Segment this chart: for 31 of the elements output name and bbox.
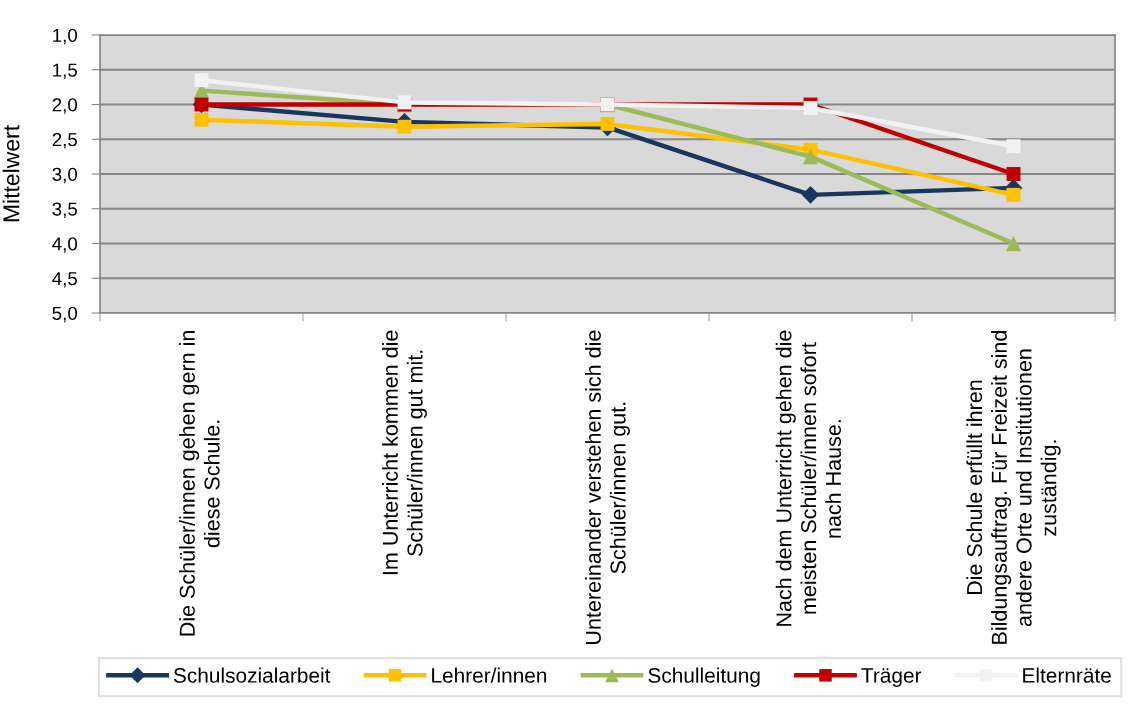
legend-label: Elternräte — [1023, 667, 1111, 683]
x-tick-label: Die Schule erfüllt ihren Bildungsauftrag. Für Freizeit sind andere Orte und Institutionen zuständig. — [966, 331, 1061, 644]
y-tick-label: 1,0 — [53, 28, 78, 45]
point — [397, 119, 412, 134]
y-tick-label: 3,0 — [52, 167, 78, 184]
legend-label: Träger — [861, 668, 922, 687]
y-tick-label: 4,5 — [52, 272, 77, 288]
point — [194, 112, 209, 127]
y-tick-label: 2,5 — [52, 132, 77, 149]
x-tick-label: Im Unterricht kommen die Schüler/innen gut mit. — [382, 330, 427, 575]
point — [1005, 235, 1022, 252]
point — [802, 148, 819, 165]
legend-label: Schulsozialarbeit — [173, 667, 331, 683]
point — [1006, 187, 1021, 202]
x-tick-label: Die Schüler/innen gehen gern in diese Schule. — [179, 331, 220, 636]
y-tick-label: 3,5 — [52, 202, 77, 218]
point — [1006, 139, 1021, 154]
y-tick-label: 1,5 — [53, 63, 77, 79]
y-tick-label: 5,0 — [52, 306, 78, 323]
legend-label: Schulleitung — [648, 667, 760, 687]
point — [1006, 167, 1021, 181]
point — [803, 101, 818, 115]
x-tick-label: Nach dem Unterricht gehen die meisten Schüler/innen sofort nach Hause. — [775, 330, 842, 626]
x-tick-label: Untereinander verstehen sich die Schüler/innen gut. — [585, 330, 630, 644]
y-tick-label: 2,0 — [52, 98, 78, 114]
y-axis-title: Mittelwert — [2, 125, 20, 222]
legend-label: Lehrer/innen — [432, 667, 547, 683]
point — [194, 73, 209, 88]
point — [600, 117, 615, 131]
y-tick-label: 4,0 — [52, 237, 78, 253]
point — [801, 186, 820, 204]
